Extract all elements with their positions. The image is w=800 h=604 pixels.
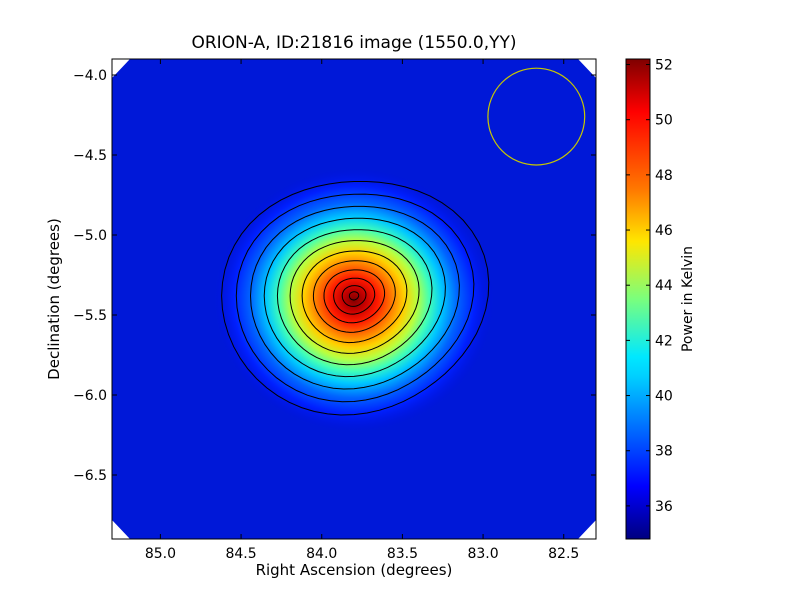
corner-mask: [578, 520, 596, 539]
colorbar-tick-label: 42: [655, 333, 673, 349]
colorbar-tick-label: 48: [655, 168, 673, 184]
contour-set: [221, 181, 490, 416]
colorbar-tick-label: 36: [655, 499, 673, 515]
colorbar-ticks: 36 38 40 42 44 46 48 50 52: [626, 58, 673, 515]
y-tick-label: −6.5: [73, 468, 107, 484]
x-tick-label: 84.0: [306, 546, 337, 562]
y-axis-ticks: −4.0 −4.5 −5.0 −5.5 −6.0 −6.5: [73, 68, 596, 484]
plot-frame: [111, 58, 597, 540]
colorbar-tick-label: 44: [655, 278, 673, 294]
colorbar-label: Power in Kelvin: [680, 245, 696, 353]
x-tick-label: 84.5: [225, 546, 256, 562]
y-tick-label: −4.0: [73, 68, 107, 84]
y-tick-label: −5.5: [73, 308, 107, 324]
colorbar-tick-label: 50: [655, 113, 673, 129]
contour-line: [276, 229, 433, 366]
colorbar-tick-label: 52: [655, 58, 673, 74]
x-axis-ticks: 85.0 84.5 84.0 83.5 83.0 82.5: [145, 59, 579, 562]
colorbar-tick-label: 38: [655, 444, 673, 460]
y-axis-label: Declination (degrees): [45, 218, 63, 380]
colorbar: [625, 58, 651, 540]
contour-line: [289, 240, 420, 354]
contour-line: [221, 181, 490, 416]
contour-line: [312, 260, 396, 333]
image-area: [112, 59, 596, 539]
y-tick-label: −5.0: [73, 228, 107, 244]
beam-circle: [487, 67, 586, 166]
contour-line: [301, 250, 408, 344]
corner-mask: [112, 59, 130, 78]
y-tick-label: −4.5: [73, 148, 107, 164]
contour-line: [333, 277, 376, 315]
contour-line: [341, 285, 367, 307]
contour-line: [348, 291, 360, 301]
contour-line: [263, 217, 446, 378]
chart-title: ORION-A, ID:21816 image (1550.0,YY): [191, 33, 517, 53]
contour-line: [235, 193, 475, 403]
x-tick-label: 83.5: [387, 546, 418, 562]
colorbar-tick-label: 40: [655, 389, 673, 405]
colorbar-tick-label: 46: [655, 223, 673, 239]
corner-mask: [112, 520, 130, 539]
x-axis-label: Right Ascension (degrees): [255, 561, 453, 579]
contour-line: [249, 205, 460, 390]
y-tick-label: −6.0: [73, 388, 107, 404]
x-tick-label: 82.5: [548, 546, 579, 562]
x-tick-label: 83.0: [467, 546, 498, 562]
contour-line: [323, 269, 386, 324]
corner-mask: [578, 59, 596, 78]
x-tick-label: 85.0: [145, 546, 176, 562]
